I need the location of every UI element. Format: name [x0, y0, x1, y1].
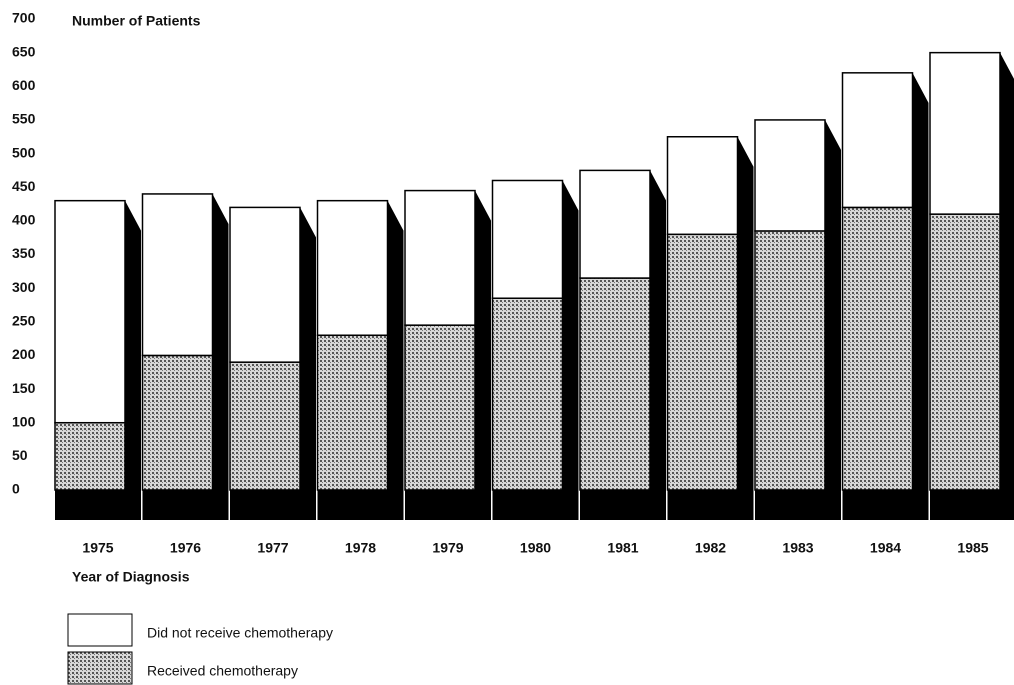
y-tick-label: 500: [12, 144, 36, 160]
y-tick-label: 250: [12, 312, 36, 328]
bar-segment: [491, 179, 564, 299]
legend-swatch: [67, 613, 133, 647]
bar-segment: [579, 277, 651, 491]
bar-shadow: [317, 200, 404, 520]
x-tick-label: 1975: [82, 540, 113, 556]
y-tick-label: 200: [12, 346, 36, 362]
x-tick-label: 1985: [957, 540, 988, 556]
bar-segment: [229, 206, 301, 363]
chart-title: Number of Patients: [72, 13, 201, 29]
legend-swatch: [67, 651, 133, 685]
bar-shadow: [492, 180, 579, 520]
x-tick-label: 1983: [782, 540, 813, 556]
bar-shadow: [667, 136, 754, 520]
x-tick-label: 1982: [695, 540, 726, 556]
x-tick-label: 1980: [520, 540, 551, 556]
legend-label: Did not receive chemotherapy: [147, 625, 333, 641]
y-tick-label: 450: [12, 178, 36, 194]
bar-shadow: [755, 119, 841, 520]
bar-shadow: [580, 170, 666, 520]
y-tick-label: 150: [12, 380, 36, 396]
y-tick-label: 600: [12, 77, 36, 93]
bar-segment: [579, 169, 651, 279]
x-tick-label: 1978: [345, 540, 376, 556]
bar-segment: [141, 354, 214, 491]
y-tick-label: 350: [12, 245, 36, 261]
bar-segment: [841, 206, 914, 491]
legend-label: Received chemotherapy: [147, 663, 298, 679]
bar-shadow: [230, 207, 316, 520]
bar-segment: [491, 297, 564, 491]
x-tick-label: 1976: [170, 540, 201, 556]
bar-segment: [404, 324, 476, 491]
y-tick-label: 50: [12, 447, 28, 463]
x-tick-label: 1979: [432, 540, 463, 556]
y-tick-label: 550: [12, 111, 36, 127]
y-tick-label: 700: [12, 10, 36, 26]
y-tick-label: 300: [12, 279, 36, 295]
bar-segment: [141, 193, 214, 357]
bar-segment: [754, 119, 826, 232]
bar-segment: [316, 334, 389, 491]
bar-shadow: [142, 193, 229, 520]
y-tick-label: 400: [12, 212, 36, 228]
bar-segment: [754, 230, 826, 491]
bar-shadow: [842, 72, 929, 520]
bar-shadow: [55, 200, 141, 520]
y-tick-label: 650: [12, 43, 36, 59]
y-tick-label: 0: [12, 481, 20, 497]
bar-segment: [841, 72, 914, 209]
bar-segment: [229, 361, 301, 491]
x-axis-label: Year of Diagnosis: [72, 569, 190, 585]
bar-segment: [929, 213, 1001, 491]
x-tick-label: 1984: [870, 540, 901, 556]
bar-segment: [404, 189, 476, 326]
x-tick-label: 1981: [607, 540, 638, 556]
bar-segment: [54, 199, 126, 424]
bar-segment: [666, 136, 739, 236]
bar-segment: [316, 199, 389, 336]
bar-shadow: [930, 52, 1014, 520]
y-tick-label: 100: [12, 413, 36, 429]
bar-segment: [929, 51, 1001, 215]
bar-shadow: [405, 190, 491, 521]
bar-segment: [54, 421, 126, 491]
x-tick-label: 1977: [257, 540, 288, 556]
bar-segment: [666, 233, 739, 491]
